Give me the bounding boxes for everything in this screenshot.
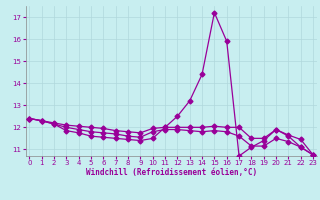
- X-axis label: Windchill (Refroidissement éolien,°C): Windchill (Refroidissement éolien,°C): [86, 168, 257, 177]
